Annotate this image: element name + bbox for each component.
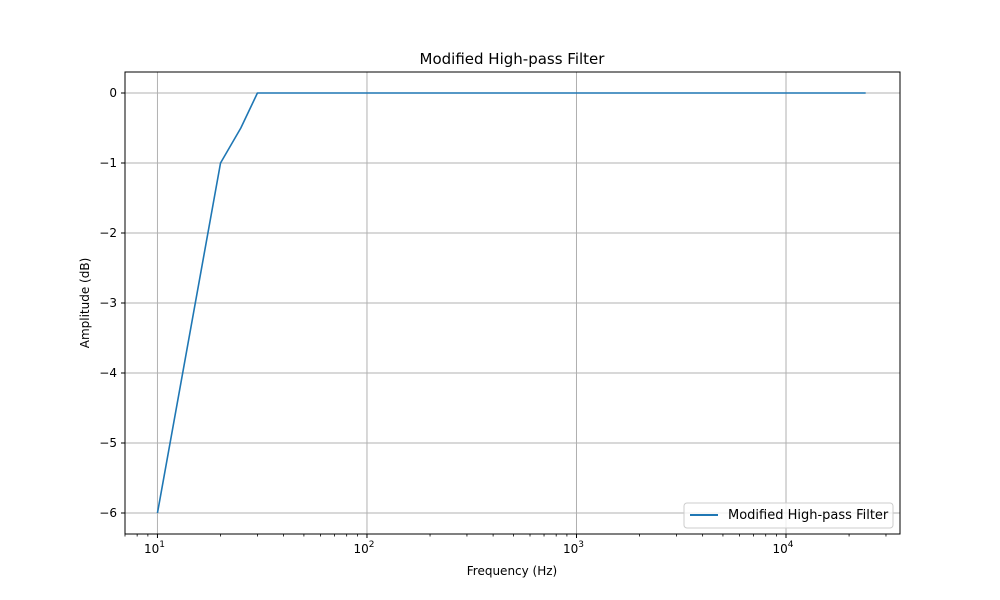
series-layer: [156, 92, 866, 514]
x-tick-exponent: 2: [369, 540, 375, 550]
legend: Modified High-pass Filter: [683, 502, 894, 529]
y-tick-label: −1: [99, 156, 117, 170]
x-tick-base: 10: [563, 542, 578, 556]
y-axis-label: Amplitude (dB): [78, 258, 92, 349]
x-tick-exponent: 4: [788, 540, 794, 550]
y-tick-label: −5: [99, 436, 117, 450]
legend-label: Modified High-pass Filter: [728, 508, 889, 523]
y-tick-label: −4: [99, 366, 117, 380]
x-tick-base: 10: [773, 542, 788, 556]
x-tick-label: 101: [144, 540, 165, 556]
legend-box: [683, 502, 894, 529]
x-tick-label: 102: [353, 540, 374, 556]
x-tick-label: 104: [773, 540, 794, 556]
x-tick-base: 10: [353, 542, 368, 556]
x-tick-exponent: 3: [578, 540, 584, 550]
y-tick-label: −2: [99, 226, 117, 240]
x-tick-exponent: 1: [159, 540, 165, 550]
chart-title: Modified High-pass Filter: [420, 50, 606, 68]
series-line: [156, 92, 866, 514]
y-tick-label: −3: [99, 296, 117, 310]
x-tick-label: 103: [563, 540, 584, 556]
x-axis-label: Frequency (Hz): [467, 564, 558, 578]
y-tick-label: 0: [109, 86, 117, 100]
y-tick-label: −6: [99, 506, 117, 520]
grid-layer: [125, 72, 900, 534]
x-tick-base: 10: [144, 542, 159, 556]
